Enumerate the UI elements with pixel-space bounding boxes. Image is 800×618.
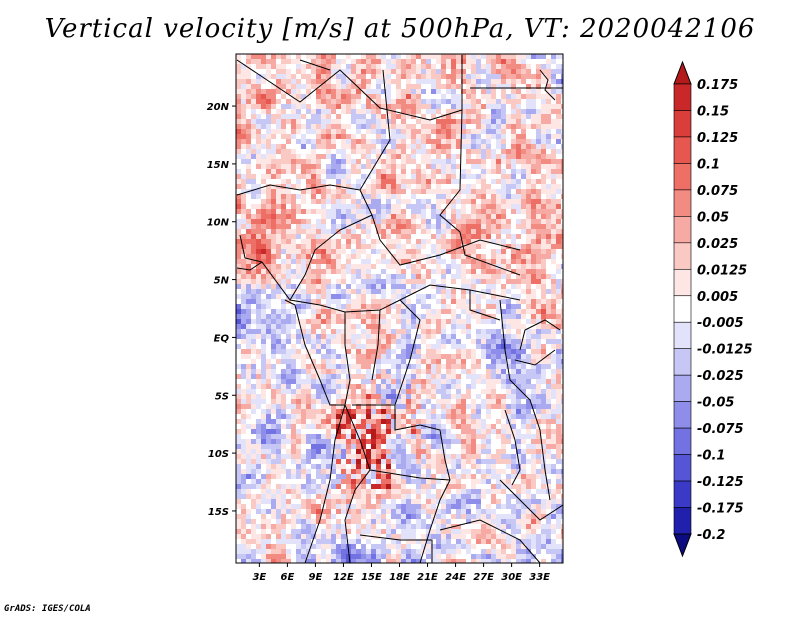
chart-title: Vertical velocity [m/s] at 500hPa, VT: 2… — [44, 14, 756, 44]
x-tick-label: 18E — [389, 572, 410, 583]
y-tick-label: 5S — [215, 391, 229, 402]
border-line — [359, 534, 433, 563]
velocity-field — [236, 54, 563, 563]
colorbar-segment — [673, 401, 692, 429]
coastline — [236, 261, 345, 406]
colorbar-segment — [673, 163, 692, 191]
colorbar-label: 0.175 — [697, 78, 738, 93]
x-tick-label: 30E — [501, 572, 522, 583]
border-line — [499, 479, 563, 521]
border-line — [394, 405, 451, 481]
colorbar-label: 0.125 — [697, 131, 738, 146]
border-line — [469, 290, 501, 321]
colorbar-segment — [673, 110, 692, 138]
colorbar-label: -0.125 — [697, 475, 744, 490]
border-line — [379, 239, 521, 266]
colorbar-label: -0.1 — [697, 449, 725, 464]
x-tick-label: 3E — [252, 572, 266, 583]
border-line — [236, 59, 463, 121]
colorbar-segment — [673, 374, 692, 402]
colorbar-label: 0.005 — [697, 290, 738, 305]
colorbar-segment — [673, 348, 692, 376]
colorbar-label: -0.005 — [697, 316, 744, 331]
border-line — [499, 299, 551, 501]
colorbar-label: -0.075 — [697, 422, 744, 437]
x-axis: 3E 6E 9E 12E 15E 18E 21E 24E 27E 30E 33E — [252, 563, 550, 583]
lake-outline — [504, 409, 521, 486]
colorbar-segment — [673, 189, 692, 217]
x-tick-label: 33E — [529, 572, 550, 583]
y-tick-label: 15S — [208, 507, 229, 518]
border-line — [236, 184, 361, 196]
x-tick-label: 21E — [417, 572, 438, 583]
colorbar-segment — [673, 427, 692, 455]
coastline — [539, 69, 556, 101]
coastline — [304, 404, 346, 563]
x-tick-label: 12E — [333, 572, 354, 583]
colorbar-segment — [673, 321, 692, 350]
border-line — [352, 299, 421, 406]
colorbar-label: -0.05 — [697, 396, 734, 411]
border-line — [439, 519, 541, 563]
colorbar-label: 0.025 — [697, 237, 738, 252]
border-line — [439, 109, 521, 276]
lake-outline — [514, 319, 561, 366]
y-tick-label: 5N — [214, 276, 230, 287]
y-tick-label: 10N — [207, 218, 230, 229]
colorbar-segment — [673, 507, 692, 535]
border-line — [344, 489, 356, 563]
x-tick-label: 6E — [280, 572, 294, 583]
x-tick-label: 15E — [361, 572, 382, 583]
colorbar-segment — [673, 480, 692, 508]
border-line — [299, 59, 331, 71]
colorbar-segment — [673, 216, 692, 244]
colorbar-label: -0.025 — [697, 369, 744, 384]
x-tick-label: 27E — [473, 572, 494, 583]
y-tick-label: 10S — [208, 449, 229, 460]
border-line — [289, 214, 373, 301]
colorbar-label: 0.0125 — [697, 263, 747, 278]
colorbar-segment — [673, 268, 692, 297]
grads-credit: GrADS: IGES/COLA — [4, 604, 91, 614]
colorbar-label: 0.1 — [697, 157, 720, 172]
colorbar-label: 0.05 — [697, 210, 729, 225]
border-line — [371, 309, 381, 381]
x-tick-label: 24E — [445, 572, 466, 583]
colorbar-segment — [673, 83, 692, 111]
colorbar-segment — [673, 136, 692, 164]
colorbar-segment — [673, 454, 692, 482]
border-line — [369, 469, 451, 481]
country-borders — [236, 55, 563, 563]
y-tick-label: EQ — [214, 333, 230, 344]
colorbar-segment — [673, 242, 692, 270]
x-tick-label: 9E — [309, 572, 323, 583]
colorbar-label: 0.075 — [697, 184, 738, 199]
colorbar-label: -0.2 — [697, 528, 725, 543]
colorbar: 0.175 0.15 0.125 0.1 0.075 0.05 0.025 0.0125 0.0… — [673, 60, 753, 558]
y-axis: 20N 15N 10N 5N EQ 5S 10S 15S — [207, 102, 236, 518]
y-tick-label: 20N — [207, 102, 230, 113]
colorbar-segment — [673, 295, 692, 323]
border-line — [419, 479, 451, 563]
y-tick-label: 15N — [207, 160, 230, 171]
colorbar-segment — [673, 60, 692, 85]
colorbar-label: -0.175 — [697, 502, 744, 517]
colorbar-label: 0.15 — [697, 104, 729, 119]
border-line — [239, 234, 263, 263]
colorbar-segment — [673, 533, 692, 558]
colorbar-label: -0.0125 — [697, 343, 753, 358]
